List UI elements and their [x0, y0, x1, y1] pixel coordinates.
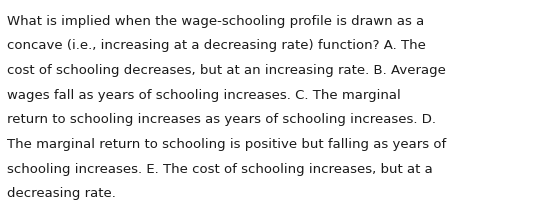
- Text: The marginal return to schooling is positive but falling as years of: The marginal return to schooling is posi…: [7, 138, 446, 151]
- Text: wages fall as years of schooling increases. C. The marginal: wages fall as years of schooling increas…: [7, 89, 401, 102]
- Text: schooling increases. E. The cost of schooling increases, but at a: schooling increases. E. The cost of scho…: [7, 163, 433, 176]
- Text: What is implied when the wage-schooling profile is drawn as a: What is implied when the wage-schooling …: [7, 15, 425, 28]
- Text: decreasing rate.: decreasing rate.: [7, 187, 116, 200]
- Text: cost of schooling decreases, but at an increasing rate. B. Average: cost of schooling decreases, but at an i…: [7, 64, 446, 77]
- Text: return to schooling increases as years of schooling increases. D.: return to schooling increases as years o…: [7, 113, 436, 126]
- Text: concave (i.e., increasing at a decreasing rate) function? A. The: concave (i.e., increasing at a decreasin…: [7, 39, 426, 52]
